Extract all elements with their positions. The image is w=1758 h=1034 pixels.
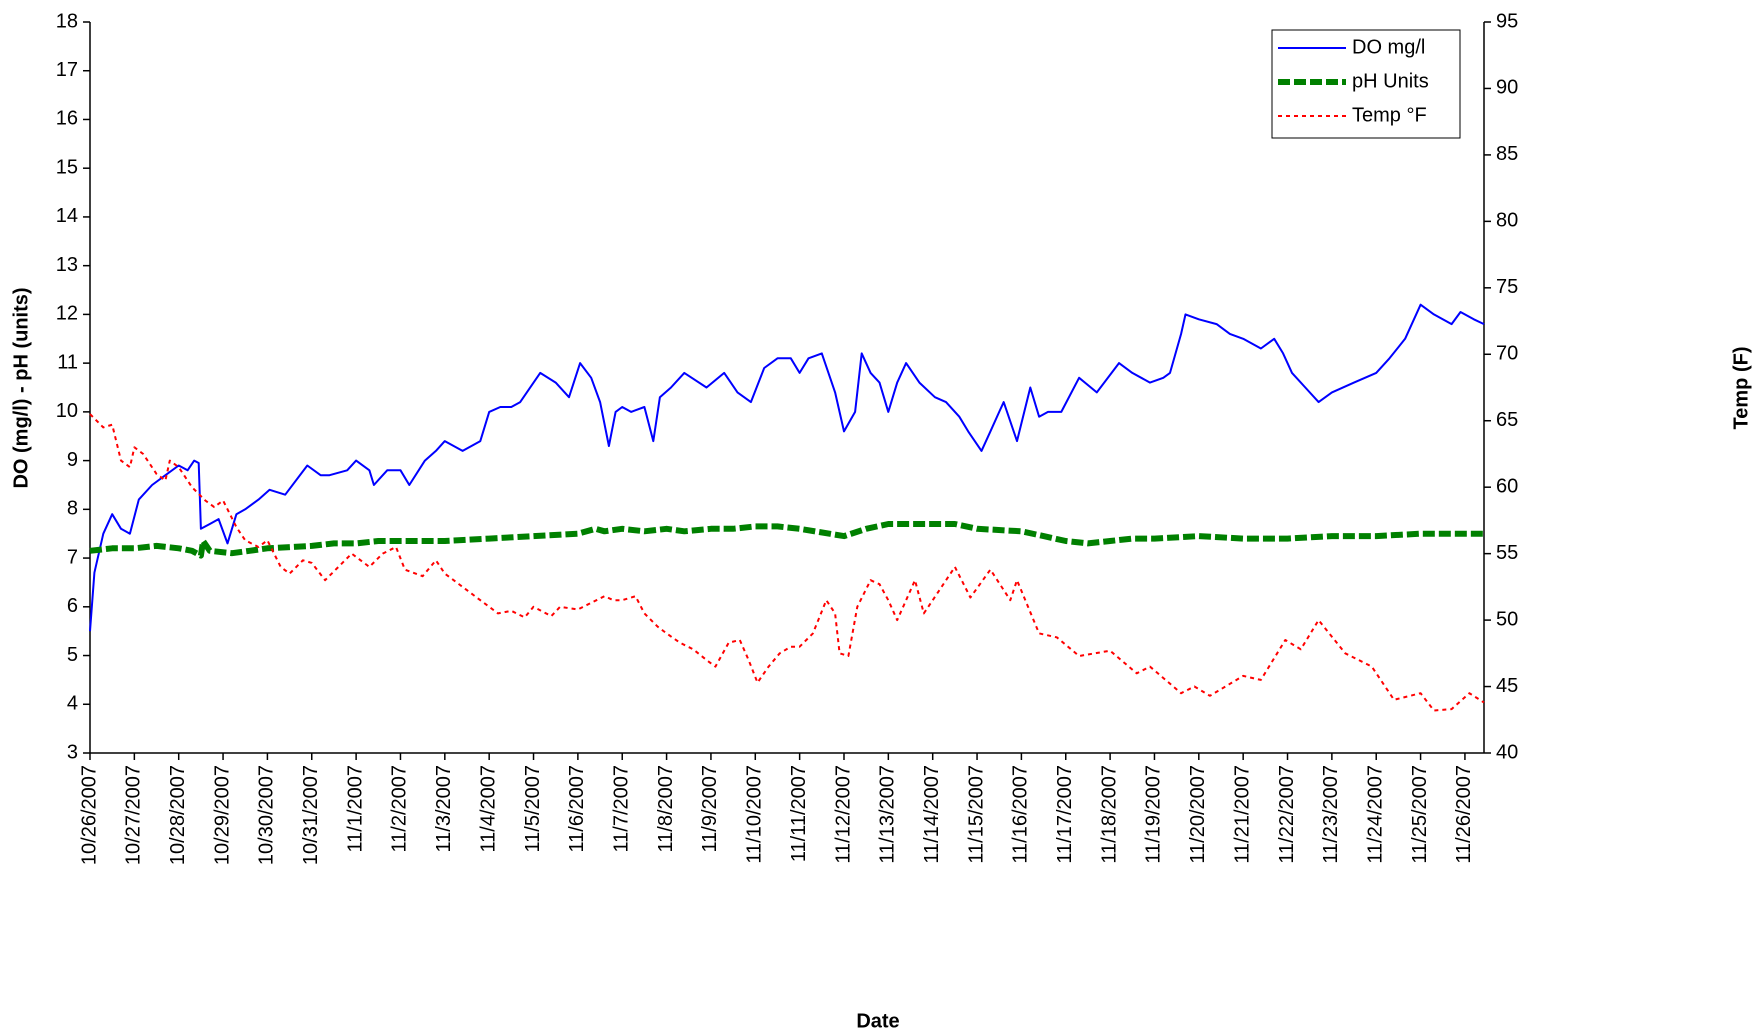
legend-label: pH Units [1352,70,1429,92]
y-tick-label: 9 [67,449,78,471]
x-tick-label: 11/6/2007 [566,765,588,853]
x-tick-label: 11/8/2007 [655,765,677,853]
x-tick-label: 11/15/2007 [965,765,987,864]
y2-tick-label: 60 [1496,475,1518,497]
y-tick-label: 16 [56,108,78,130]
y-axis-title: DO (mg/l) - pH (units) [10,287,32,488]
series-line [89,521,1484,559]
x-tick-label: 11/24/2007 [1365,765,1387,864]
y2-tick-label: 45 [1496,675,1518,697]
y2-tick-label: 50 [1496,608,1518,630]
x-tick-label: 10/27/2007 [123,765,145,865]
series-line [89,413,1485,712]
x-tick-label: 11/7/2007 [611,765,633,853]
y-tick-label: 5 [67,644,78,666]
y-tick-label: 12 [56,303,78,325]
series-line [89,303,1485,632]
x-tick-label: 10/29/2007 [211,765,233,865]
legend-label: DO mg/l [1352,36,1425,58]
x-tick-label: 11/22/2007 [1276,765,1298,864]
y-tick-label: 14 [56,205,78,227]
y2-axis-title: Temp (F) [1730,347,1752,430]
y-tick-label: 4 [67,693,78,715]
y2-tick-label: 95 [1496,10,1518,32]
y-tick-label: 18 [56,10,78,32]
y2-tick-label: 80 [1496,210,1518,232]
x-tick-label: 11/4/2007 [477,765,499,853]
x-tick-label: 11/18/2007 [1098,765,1120,864]
x-tick-label: 11/23/2007 [1320,765,1342,864]
y2-tick-label: 65 [1496,409,1518,431]
legend-label: Temp °F [1352,104,1427,126]
y-tick-label: 8 [67,498,78,520]
y-tick-label: 15 [56,156,78,178]
x-tick-label: 11/12/2007 [832,765,854,864]
y2-tick-label: 85 [1496,143,1518,165]
x-tick-label: 11/16/2007 [1010,765,1032,864]
x-tick-label: 10/28/2007 [167,765,189,865]
x-tick-label: 10/26/2007 [78,765,100,865]
x-tick-label: 11/10/2007 [744,765,766,864]
x-tick-label: 11/17/2007 [1054,765,1076,864]
x-tick-label: 11/14/2007 [921,765,943,864]
y-tick-label: 3 [67,741,78,763]
x-tick-label: 11/1/2007 [344,765,366,853]
y2-tick-label: 40 [1496,741,1518,763]
x-tick-label: 11/19/2007 [1143,765,1165,864]
x-tick-label: 11/26/2007 [1453,765,1475,864]
y2-tick-label: 70 [1496,343,1518,365]
x-tick-label: 11/11/2007 [788,765,810,862]
y-tick-label: 13 [56,254,78,276]
x-tick-label: 10/31/2007 [300,765,322,865]
x-tick-label: 10/30/2007 [256,765,278,865]
x-axis-title: Date [856,1010,899,1032]
x-tick-label: 11/13/2007 [877,765,899,864]
x-tick-label: 11/25/2007 [1409,765,1431,864]
y-tick-label: 10 [56,400,78,422]
y2-tick-label: 75 [1496,276,1518,298]
y-tick-label: 11 [57,351,78,373]
x-tick-label: 11/21/2007 [1231,765,1253,864]
y-tick-label: 17 [56,59,78,81]
y2-tick-label: 55 [1496,542,1518,564]
x-tick-label: 11/3/2007 [433,765,455,853]
y-tick-label: 7 [67,546,78,568]
y-tick-label: 6 [67,595,78,617]
x-tick-label: 11/20/2007 [1187,765,1209,864]
x-tick-label: 11/9/2007 [699,765,721,853]
x-tick-label: 11/2/2007 [389,765,411,853]
x-tick-label: 11/5/2007 [522,765,544,853]
y2-tick-label: 90 [1496,77,1518,99]
